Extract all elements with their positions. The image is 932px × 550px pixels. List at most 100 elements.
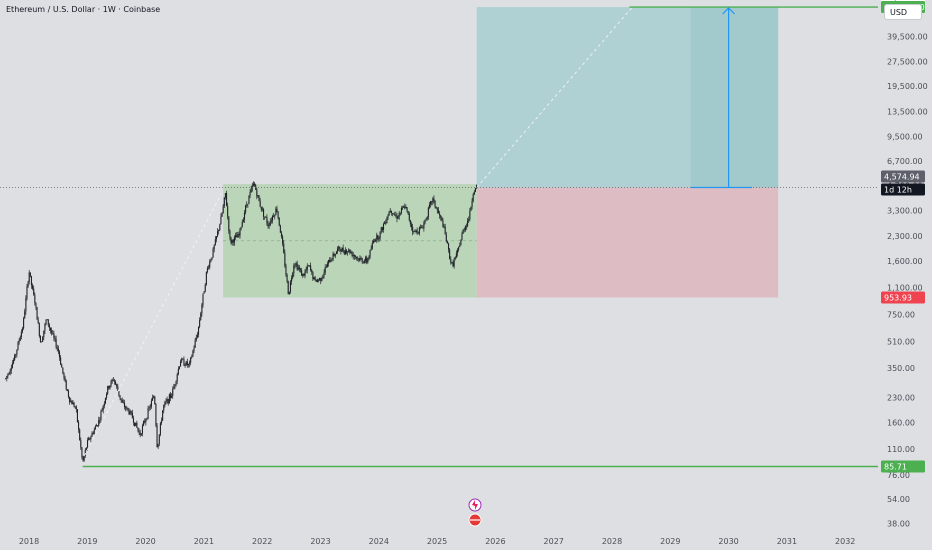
candle-body <box>104 397 107 404</box>
candle-body <box>144 421 146 423</box>
candle-body <box>28 272 30 282</box>
candle-body <box>83 456 85 461</box>
candle-body <box>7 374 9 377</box>
candle-body <box>91 433 93 437</box>
candle-body <box>75 406 77 410</box>
candle-body <box>101 409 103 412</box>
candle-body <box>145 419 147 423</box>
candle-body <box>339 246 341 251</box>
candle-body <box>210 259 212 262</box>
candle-body <box>315 279 317 282</box>
candle-body <box>174 384 176 387</box>
x-tick-label: 2018 <box>19 537 39 546</box>
candle-body <box>127 407 129 410</box>
candle-body <box>45 320 47 325</box>
stop-loss-zone[interactable] <box>476 187 779 298</box>
y-tick-label: 76.00 <box>887 471 910 480</box>
candle-body <box>254 183 256 186</box>
trend-projection-line[interactable] <box>83 193 222 456</box>
candle-body <box>234 235 237 238</box>
candle-body <box>43 330 45 338</box>
candle-body <box>248 195 250 204</box>
candle-body <box>172 389 174 396</box>
x-tick-label: 2026 <box>485 537 505 546</box>
candle-body <box>396 215 398 219</box>
x-tick-label: 2025 <box>427 537 447 546</box>
candle-body <box>200 313 202 321</box>
candle-body <box>384 222 386 225</box>
currency-button[interactable]: USD <box>884 4 922 20</box>
candle-body <box>427 207 429 218</box>
y-tick-label: 27,500.00 <box>887 58 928 67</box>
candle-body <box>130 411 132 413</box>
candle-body <box>177 368 179 375</box>
candle-body <box>320 277 322 281</box>
candle-body <box>447 243 450 250</box>
candle-body <box>154 396 156 405</box>
candle-body <box>358 258 360 261</box>
y-tick-label: 13,500.00 <box>887 108 928 117</box>
candle-body <box>262 209 265 217</box>
price-axis[interactable]: 39,500.00 27,500.00 19,500.00 13,500.00 9,50… <box>887 32 928 528</box>
candle-body <box>319 277 321 280</box>
candle-body <box>472 194 474 201</box>
candle-body <box>74 406 76 408</box>
candle-body <box>270 220 272 222</box>
candle-body <box>118 391 120 396</box>
candle-body <box>15 354 17 356</box>
candle-body <box>242 219 244 222</box>
candle-body <box>71 401 73 405</box>
candle-body <box>277 211 279 218</box>
candle-body <box>377 235 379 240</box>
candle-body <box>469 210 471 220</box>
candle-body <box>205 271 207 285</box>
candle-body <box>462 229 464 234</box>
candle-body <box>88 438 90 441</box>
time-axis[interactable]: 2018 2019 2020 2021 2022 2023 2024 2025 2026 2027… <box>19 537 856 546</box>
candle-body <box>419 227 422 228</box>
candle-body <box>204 284 206 292</box>
candle-body <box>239 228 241 236</box>
candle-body <box>143 421 145 426</box>
candle-body <box>402 207 404 209</box>
candle-body <box>138 430 140 433</box>
candle-body <box>53 333 55 338</box>
candle-body <box>426 217 428 220</box>
candle-body <box>359 257 361 261</box>
x-tick-label: 2022 <box>252 537 272 546</box>
target-projection-line[interactable] <box>476 6 633 188</box>
candle-body <box>219 224 221 230</box>
y-tick-label: 1,100.00 <box>887 283 923 292</box>
candle-body <box>48 324 50 328</box>
candle-body <box>197 326 200 335</box>
candle-body <box>125 407 127 409</box>
candle-body <box>442 220 444 227</box>
candle-body <box>455 253 457 258</box>
candle-body <box>408 213 410 221</box>
candle-body <box>381 227 383 230</box>
candle-body <box>67 390 70 397</box>
candle-body <box>184 365 186 366</box>
candle-body <box>6 376 8 379</box>
candle-body <box>437 210 439 214</box>
candle-body <box>90 436 92 440</box>
candle-body <box>12 360 15 364</box>
candle-body <box>378 238 380 240</box>
candle-body <box>82 456 84 461</box>
candle-body <box>399 212 401 214</box>
candle-body <box>30 276 33 286</box>
drawing-overlays[interactable]: 55,466.73 (1,223.55%) 5,546,673 <box>0 0 878 527</box>
candle-body <box>85 447 87 450</box>
candle-body <box>404 206 406 209</box>
candle-body <box>42 337 44 342</box>
candle-body <box>471 200 473 207</box>
candle-body <box>237 234 239 238</box>
candle-body <box>365 257 367 262</box>
candle-body <box>208 267 210 269</box>
candle-body <box>178 366 181 369</box>
candle-body <box>313 277 315 279</box>
candle-body <box>252 183 255 186</box>
candle-body <box>335 251 337 255</box>
candle-body <box>233 237 235 243</box>
